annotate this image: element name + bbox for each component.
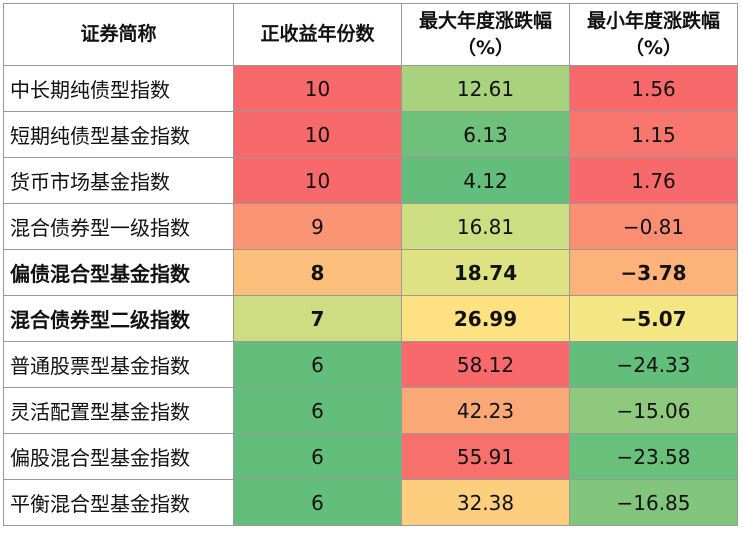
- security-name-cell: 偏债混合型基金指数: [3, 249, 234, 296]
- min-change-cell: −3.78: [569, 249, 738, 296]
- max-change-cell: 4.12: [401, 157, 570, 204]
- table-row: 混合债券型二级指数 7 26.99 −5.07: [3, 295, 738, 342]
- positive-years-cell: 6: [233, 479, 402, 526]
- header-security-name-label: 证券简称: [80, 23, 157, 45]
- positive-years-cell: 6: [233, 387, 402, 434]
- max-change-cell: 55.91: [401, 433, 570, 480]
- header-row: 证券简称 正收益年份数 最大年度涨跌幅 （%） 最小年度涨跌幅 （%）: [3, 3, 738, 66]
- security-name-cell: 短期纯债型基金指数: [3, 111, 234, 158]
- min-change-cell: 1.56: [569, 65, 738, 112]
- security-name-cell: 混合债券型一级指数: [3, 203, 234, 250]
- security-name-cell: 普通股票型基金指数: [3, 341, 234, 388]
- positive-years-cell: 9: [233, 203, 402, 250]
- header-positive-years-label: 正收益年份数: [260, 23, 375, 45]
- max-change-cell: 26.99: [401, 295, 570, 342]
- min-change-cell: −16.85: [569, 479, 738, 526]
- min-change-cell: −23.58: [569, 433, 738, 480]
- security-name-cell: 平衡混合型基金指数: [3, 479, 234, 526]
- positive-years-cell: 6: [233, 433, 402, 480]
- max-change-cell: 42.23: [401, 387, 570, 434]
- max-change-cell: 32.38: [401, 479, 570, 526]
- max-change-cell: 12.61: [401, 65, 570, 112]
- table-row: 货币市场基金指数 10 4.12 1.76: [3, 157, 738, 204]
- positive-years-cell: 8: [233, 249, 402, 296]
- max-change-cell: 58.12: [401, 341, 570, 388]
- positive-years-cell: 7: [233, 295, 402, 342]
- min-change-cell: −15.06: [569, 387, 738, 434]
- header-positive-years: 正收益年份数: [233, 3, 402, 66]
- header-max-annual-change: 最大年度涨跌幅 （%）: [401, 3, 570, 66]
- fund-index-table: 证券简称 正收益年份数 最大年度涨跌幅 （%） 最小年度涨跌幅 （%） 中长期纯…: [3, 3, 738, 526]
- table-row: 中长期纯债型指数 10 12.61 1.56: [3, 65, 738, 112]
- table-row: 偏股混合型基金指数 6 55.91 −23.58: [3, 433, 738, 480]
- header-max-annual-change-unit: （%）: [456, 36, 515, 59]
- positive-years-cell: 10: [233, 111, 402, 158]
- max-change-cell: 16.81: [401, 203, 570, 250]
- header-max-annual-change-label: 最大年度涨跌幅: [418, 9, 552, 32]
- min-change-cell: −0.81: [569, 203, 738, 250]
- security-name-cell: 偏股混合型基金指数: [3, 433, 234, 480]
- min-change-cell: 1.15: [569, 111, 738, 158]
- table-row: 普通股票型基金指数 6 58.12 −24.33: [3, 341, 738, 388]
- header-min-annual-change-unit: （%）: [624, 36, 683, 59]
- table-row: 偏债混合型基金指数 8 18.74 −3.78: [3, 249, 738, 296]
- security-name-cell: 货币市场基金指数: [3, 157, 234, 204]
- max-change-cell: 6.13: [401, 111, 570, 158]
- min-change-cell: −5.07: [569, 295, 738, 342]
- positive-years-cell: 10: [233, 157, 402, 204]
- security-name-cell: 混合债券型二级指数: [3, 295, 234, 342]
- positive-years-cell: 10: [233, 65, 402, 112]
- security-name-cell: 中长期纯债型指数: [3, 65, 234, 112]
- positive-years-cell: 6: [233, 341, 402, 388]
- table-row: 平衡混合型基金指数 6 32.38 −16.85: [3, 479, 738, 526]
- table-row: 灵活配置型基金指数 6 42.23 −15.06: [3, 387, 738, 434]
- security-name-cell: 灵活配置型基金指数: [3, 387, 234, 434]
- table-row: 混合债券型一级指数 9 16.81 −0.81: [3, 203, 738, 250]
- min-change-cell: −24.33: [569, 341, 738, 388]
- max-change-cell: 18.74: [401, 249, 570, 296]
- header-min-annual-change: 最小年度涨跌幅 （%）: [569, 3, 738, 66]
- table-body: 中长期纯债型指数 10 12.61 1.56 短期纯债型基金指数 10 6.13 1.15 货币…: [3, 65, 738, 526]
- table-row: 短期纯债型基金指数 10 6.13 1.15: [3, 111, 738, 158]
- header-min-annual-change-label: 最小年度涨跌幅: [586, 9, 720, 32]
- header-security-name: 证券简称: [3, 3, 234, 66]
- min-change-cell: 1.76: [569, 157, 738, 204]
